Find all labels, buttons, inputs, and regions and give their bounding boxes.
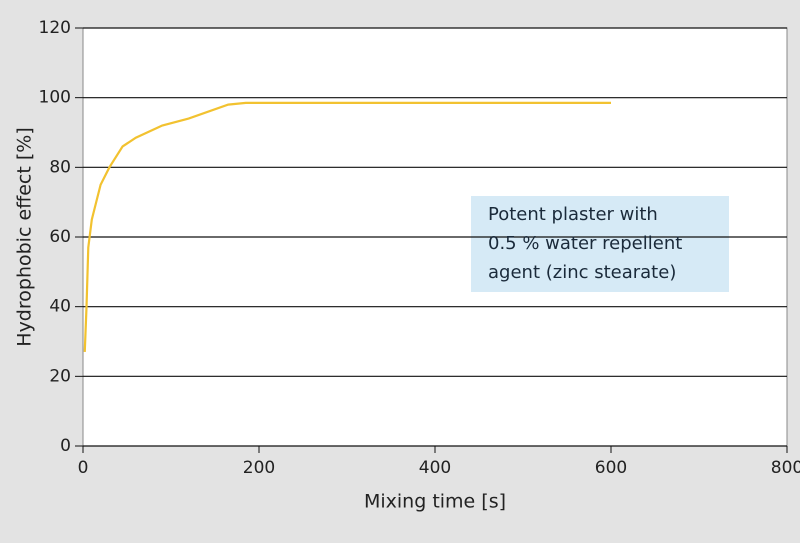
x-tick-label: 400	[419, 458, 451, 478]
y-tick-label: 20	[49, 366, 71, 386]
y-tick-label: 100	[39, 88, 71, 108]
y-tick-label: 0	[60, 436, 71, 456]
annotation-text: agent (zinc stearate)	[488, 262, 676, 283]
y-tick-label: 120	[39, 18, 71, 38]
x-tick-label: 0	[78, 458, 89, 478]
x-axis-title: Mixing time [s]	[364, 491, 506, 513]
x-tick-label: 600	[595, 458, 627, 478]
y-axis-title: Hydrophobic effect [%]	[14, 127, 36, 346]
data-line	[83, 101, 611, 352]
x-tick-label: 800	[771, 458, 800, 478]
annotation-text: 0.5 % water repellent	[488, 233, 682, 254]
y-tick-label: 80	[49, 157, 71, 177]
y-tick-label: 60	[49, 227, 71, 247]
annotation-text: Potent plaster with	[488, 204, 658, 225]
x-tick-label: 200	[243, 458, 275, 478]
y-tick-label: 40	[49, 297, 71, 317]
annotation-box	[471, 196, 729, 292]
